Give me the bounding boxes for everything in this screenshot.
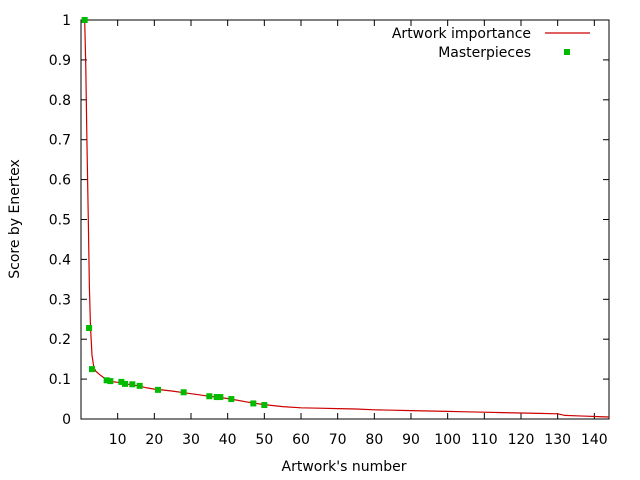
legend-label: Masterpieces: [438, 45, 531, 61]
x-tick-label: 70: [329, 432, 347, 448]
data-point-masterpiece: [103, 377, 110, 384]
data-point-masterpiece: [261, 402, 268, 409]
x-tick-label: 100: [434, 432, 461, 448]
y-tick-label: 0.1: [49, 372, 71, 388]
x-tick-label: 120: [508, 432, 535, 448]
data-point-masterpiece: [155, 386, 161, 393]
x-tick-label: 130: [544, 432, 571, 448]
y-axis-label: Score by Enertex: [7, 159, 23, 279]
series-lines: [84, 19, 610, 418]
y-tick-label: 0: [62, 412, 71, 428]
data-point-masterpiece: [107, 378, 114, 385]
data-point-masterpiece: [89, 366, 95, 373]
y-tick-label: 0.7: [49, 133, 71, 149]
x-axis-ticks: 10 20 30 40 50 60 70 80 90 100 110 120 130 140: [109, 20, 608, 448]
y-tick-label: 0.2: [49, 332, 71, 348]
x-tick-label: 80: [365, 432, 383, 448]
x-tick-label: 30: [182, 432, 200, 448]
series-points: [81, 17, 268, 409]
data-point-masterpiece: [118, 378, 125, 385]
data-point-masterpiece: [250, 400, 257, 407]
y-tick-label: 0.5: [49, 213, 71, 229]
x-tick-label: 20: [145, 432, 163, 448]
y-tick-label: 0.3: [49, 292, 71, 308]
plot-frame: [80, 19, 610, 420]
data-point-masterpiece: [228, 396, 235, 403]
x-tick-label: 110: [471, 432, 498, 448]
x-tick-label: 90: [402, 432, 420, 448]
x-tick-label: 40: [219, 432, 237, 448]
x-tick-label: 50: [255, 432, 273, 448]
x-tick-label: 60: [292, 432, 310, 448]
legend: Artwork importance Masterpieces: [392, 26, 590, 61]
y-tick-label: 0.9: [49, 53, 71, 69]
data-point-masterpiece: [129, 381, 136, 388]
data-point-masterpiece: [122, 380, 128, 387]
data-point-masterpiece: [206, 393, 213, 400]
y-axis-ticks: 0 0.1 0.2 0.3 0.4 0.5 0.6 0.7 0.8 0.9 1: [49, 13, 609, 428]
legend-swatch-point: [564, 49, 570, 55]
data-point-masterpiece: [86, 325, 93, 332]
x-tick-label: 10: [109, 432, 127, 448]
series-line-artwork-importance: [84, 19, 610, 418]
y-tick-label: 0.8: [49, 93, 71, 109]
x-axis-label: Artwork's number: [282, 459, 407, 475]
data-point-masterpiece: [213, 394, 220, 401]
x-tick-label: 140: [581, 432, 608, 448]
data-point-masterpiece: [180, 389, 187, 396]
legend-label: Artwork importance: [392, 26, 531, 42]
data-point-masterpiece: [217, 394, 224, 401]
y-tick-label: 0.4: [49, 252, 71, 268]
data-point-masterpiece: [136, 382, 143, 389]
data-point-masterpiece: [81, 17, 88, 23]
y-tick-label: 1: [62, 13, 71, 29]
y-tick-label: 0.6: [49, 173, 71, 189]
